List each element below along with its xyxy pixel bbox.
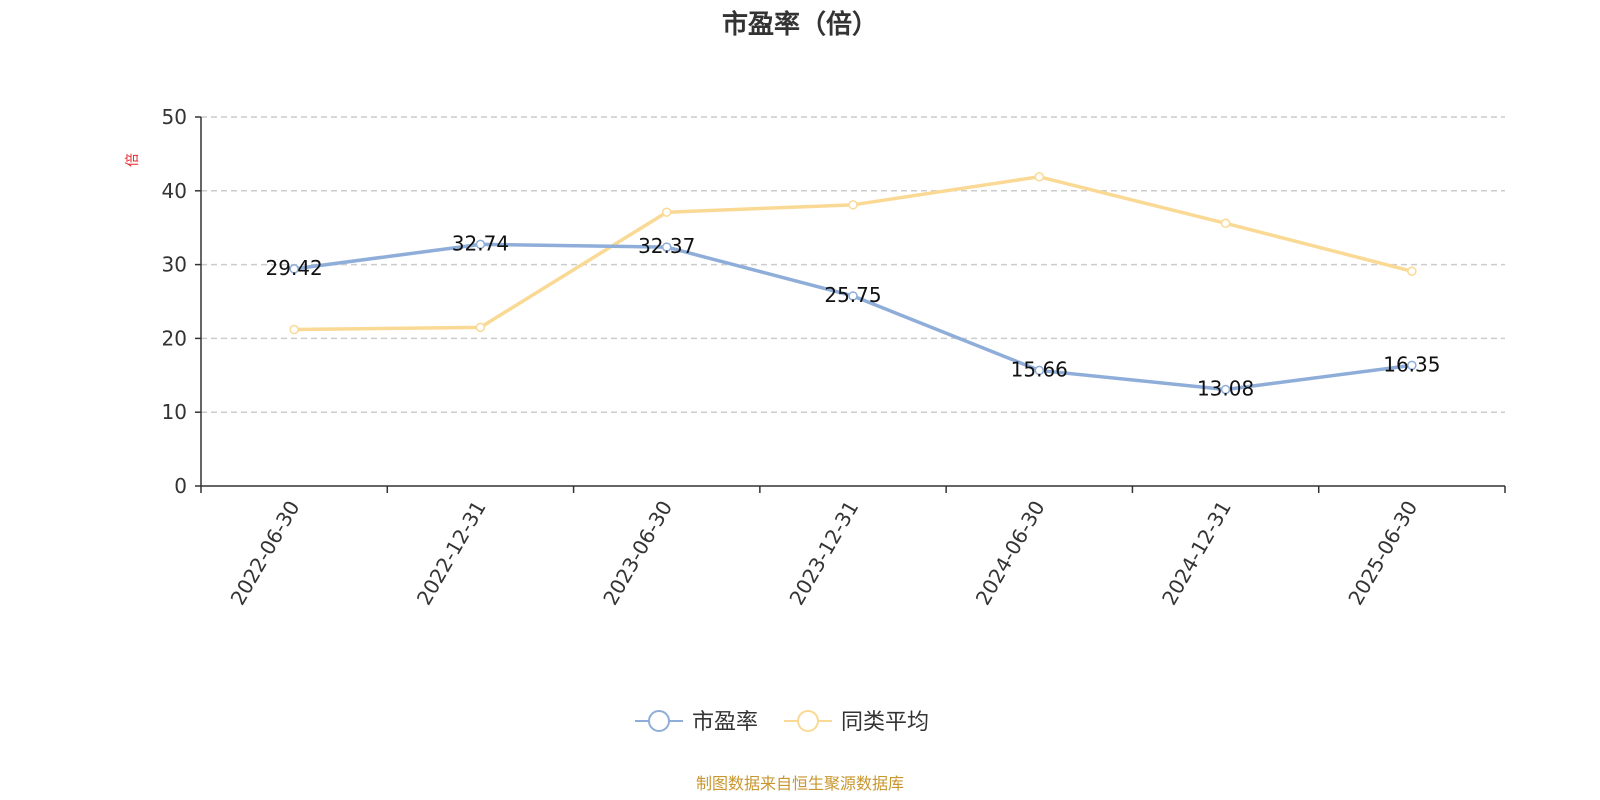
data-point	[1034, 365, 1045, 376]
x-tick-label: 2023-06-30	[598, 497, 677, 610]
x-tick-label: 2025-06-30	[1343, 497, 1422, 610]
legend-marker	[648, 710, 670, 732]
data-label: 16.35	[1383, 352, 1440, 376]
data-label: 25.75	[824, 283, 881, 307]
y-tick-label: 40	[162, 179, 187, 203]
data-point	[289, 324, 299, 335]
x-tick-label: 2022-06-30	[226, 497, 305, 610]
data-label: 13.08	[1197, 376, 1254, 400]
gridlines	[201, 116, 1505, 413]
y-axis-unit-label: 倍	[125, 153, 141, 167]
y-tick-label: 30	[162, 253, 187, 277]
chart-title: 市盈率（倍）	[722, 9, 878, 40]
x-tick-label: 2024-12-31	[1157, 497, 1236, 610]
data-point	[1407, 266, 1417, 276]
legend-label: 市盈率	[692, 710, 758, 735]
data-label: 29.42	[266, 256, 323, 280]
y-tick-label: 10	[162, 400, 187, 424]
data-point	[1220, 218, 1231, 229]
data-point	[475, 239, 486, 250]
y-tick-label: 0	[174, 474, 187, 498]
y-tick-label: 50	[162, 105, 187, 129]
source-note: 制图数据来自恒生聚源数据库	[696, 774, 904, 793]
series-lines	[289, 172, 1417, 395]
data-point	[475, 322, 486, 333]
data-point	[661, 207, 672, 217]
series-line-0	[293, 242, 1413, 392]
legend-label: 同类平均	[841, 710, 929, 735]
data-labels: 29.42 32.74 32.37 25.75 15.66 13.08 16.35	[266, 231, 1441, 400]
data-point	[1034, 172, 1045, 182]
x-tick-label: 2023-12-31	[784, 497, 863, 610]
axes: 0 10 20 30 40 50 2022-06-30 2022-12-31 2023-06-3…	[162, 105, 1506, 610]
legend: 市盈率 同类平均	[635, 710, 929, 735]
data-label: 32.37	[638, 234, 695, 258]
data-label: 15.66	[1011, 357, 1068, 381]
x-tick-label: 2024-06-30	[971, 497, 1050, 610]
data-point	[289, 264, 299, 274]
data-point	[848, 200, 858, 210]
data-point	[848, 291, 858, 301]
legend-marker	[797, 710, 819, 732]
data-label: 32.74	[452, 231, 509, 255]
data-point	[1220, 384, 1231, 395]
y-tick-label: 20	[162, 326, 187, 350]
x-tick-label: 2022-12-31	[412, 497, 491, 610]
data-point	[661, 242, 672, 252]
data-point	[1407, 360, 1417, 371]
